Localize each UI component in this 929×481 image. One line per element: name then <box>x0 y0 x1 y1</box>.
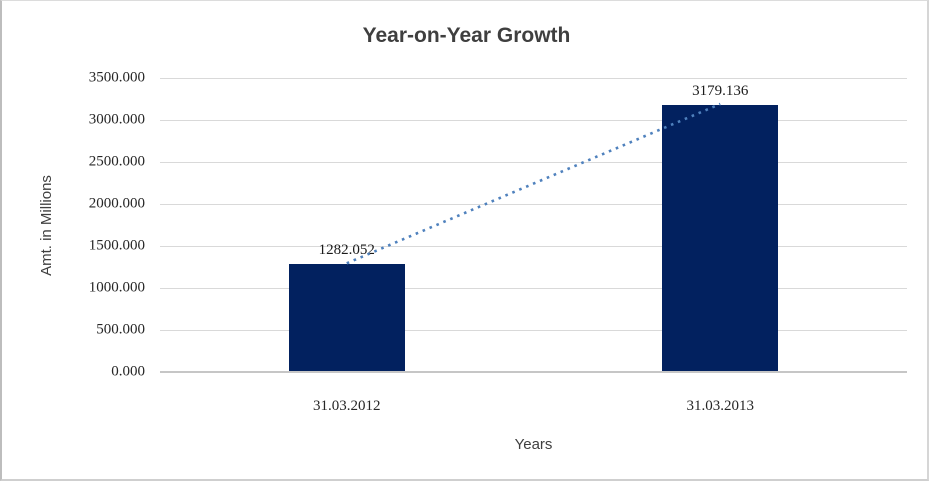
x-tick-label: 31.03.2012 <box>313 398 381 414</box>
y-tick-label: 2500.000 <box>88 153 145 170</box>
gridline <box>160 120 907 121</box>
y-tick-label: 3500.000 <box>88 69 145 86</box>
trendline <box>346 102 721 265</box>
y-tick-label: 1500.000 <box>88 237 145 254</box>
x-axis-title: Years <box>514 436 553 453</box>
y-axis-tick-labels: 3500.000 3000.000 2500.000 2000.000 1500.000… <box>2 70 145 380</box>
gridline <box>160 246 907 247</box>
x-axis-line <box>160 371 907 373</box>
bar-value-label: 1282.052 <box>318 242 375 259</box>
bar <box>662 104 779 372</box>
x-axis-tick-labels: 31.03.2012 31.03.2013 <box>160 394 907 418</box>
x-tick-label: 31.03.2013 <box>686 398 755 414</box>
gridline <box>160 78 907 79</box>
gridline <box>160 162 907 163</box>
chart-title: Year-on-Year Growth <box>362 24 571 47</box>
gridline <box>160 204 907 205</box>
y-tick-label: 0.000 <box>111 363 145 380</box>
bar-value-label: 3179.136 <box>692 82 749 99</box>
gridline <box>160 330 907 331</box>
plot-area: 1282.052 3179.136 <box>160 78 907 373</box>
y-tick-label: 2000.000 <box>88 195 145 212</box>
gridline <box>160 288 907 289</box>
y-tick-label: 3000.000 <box>88 111 145 128</box>
trendline-segment <box>346 102 721 265</box>
y-tick-label: 1000.000 <box>88 279 145 296</box>
bar <box>288 264 405 372</box>
y-tick-label: 500.000 <box>96 321 145 338</box>
